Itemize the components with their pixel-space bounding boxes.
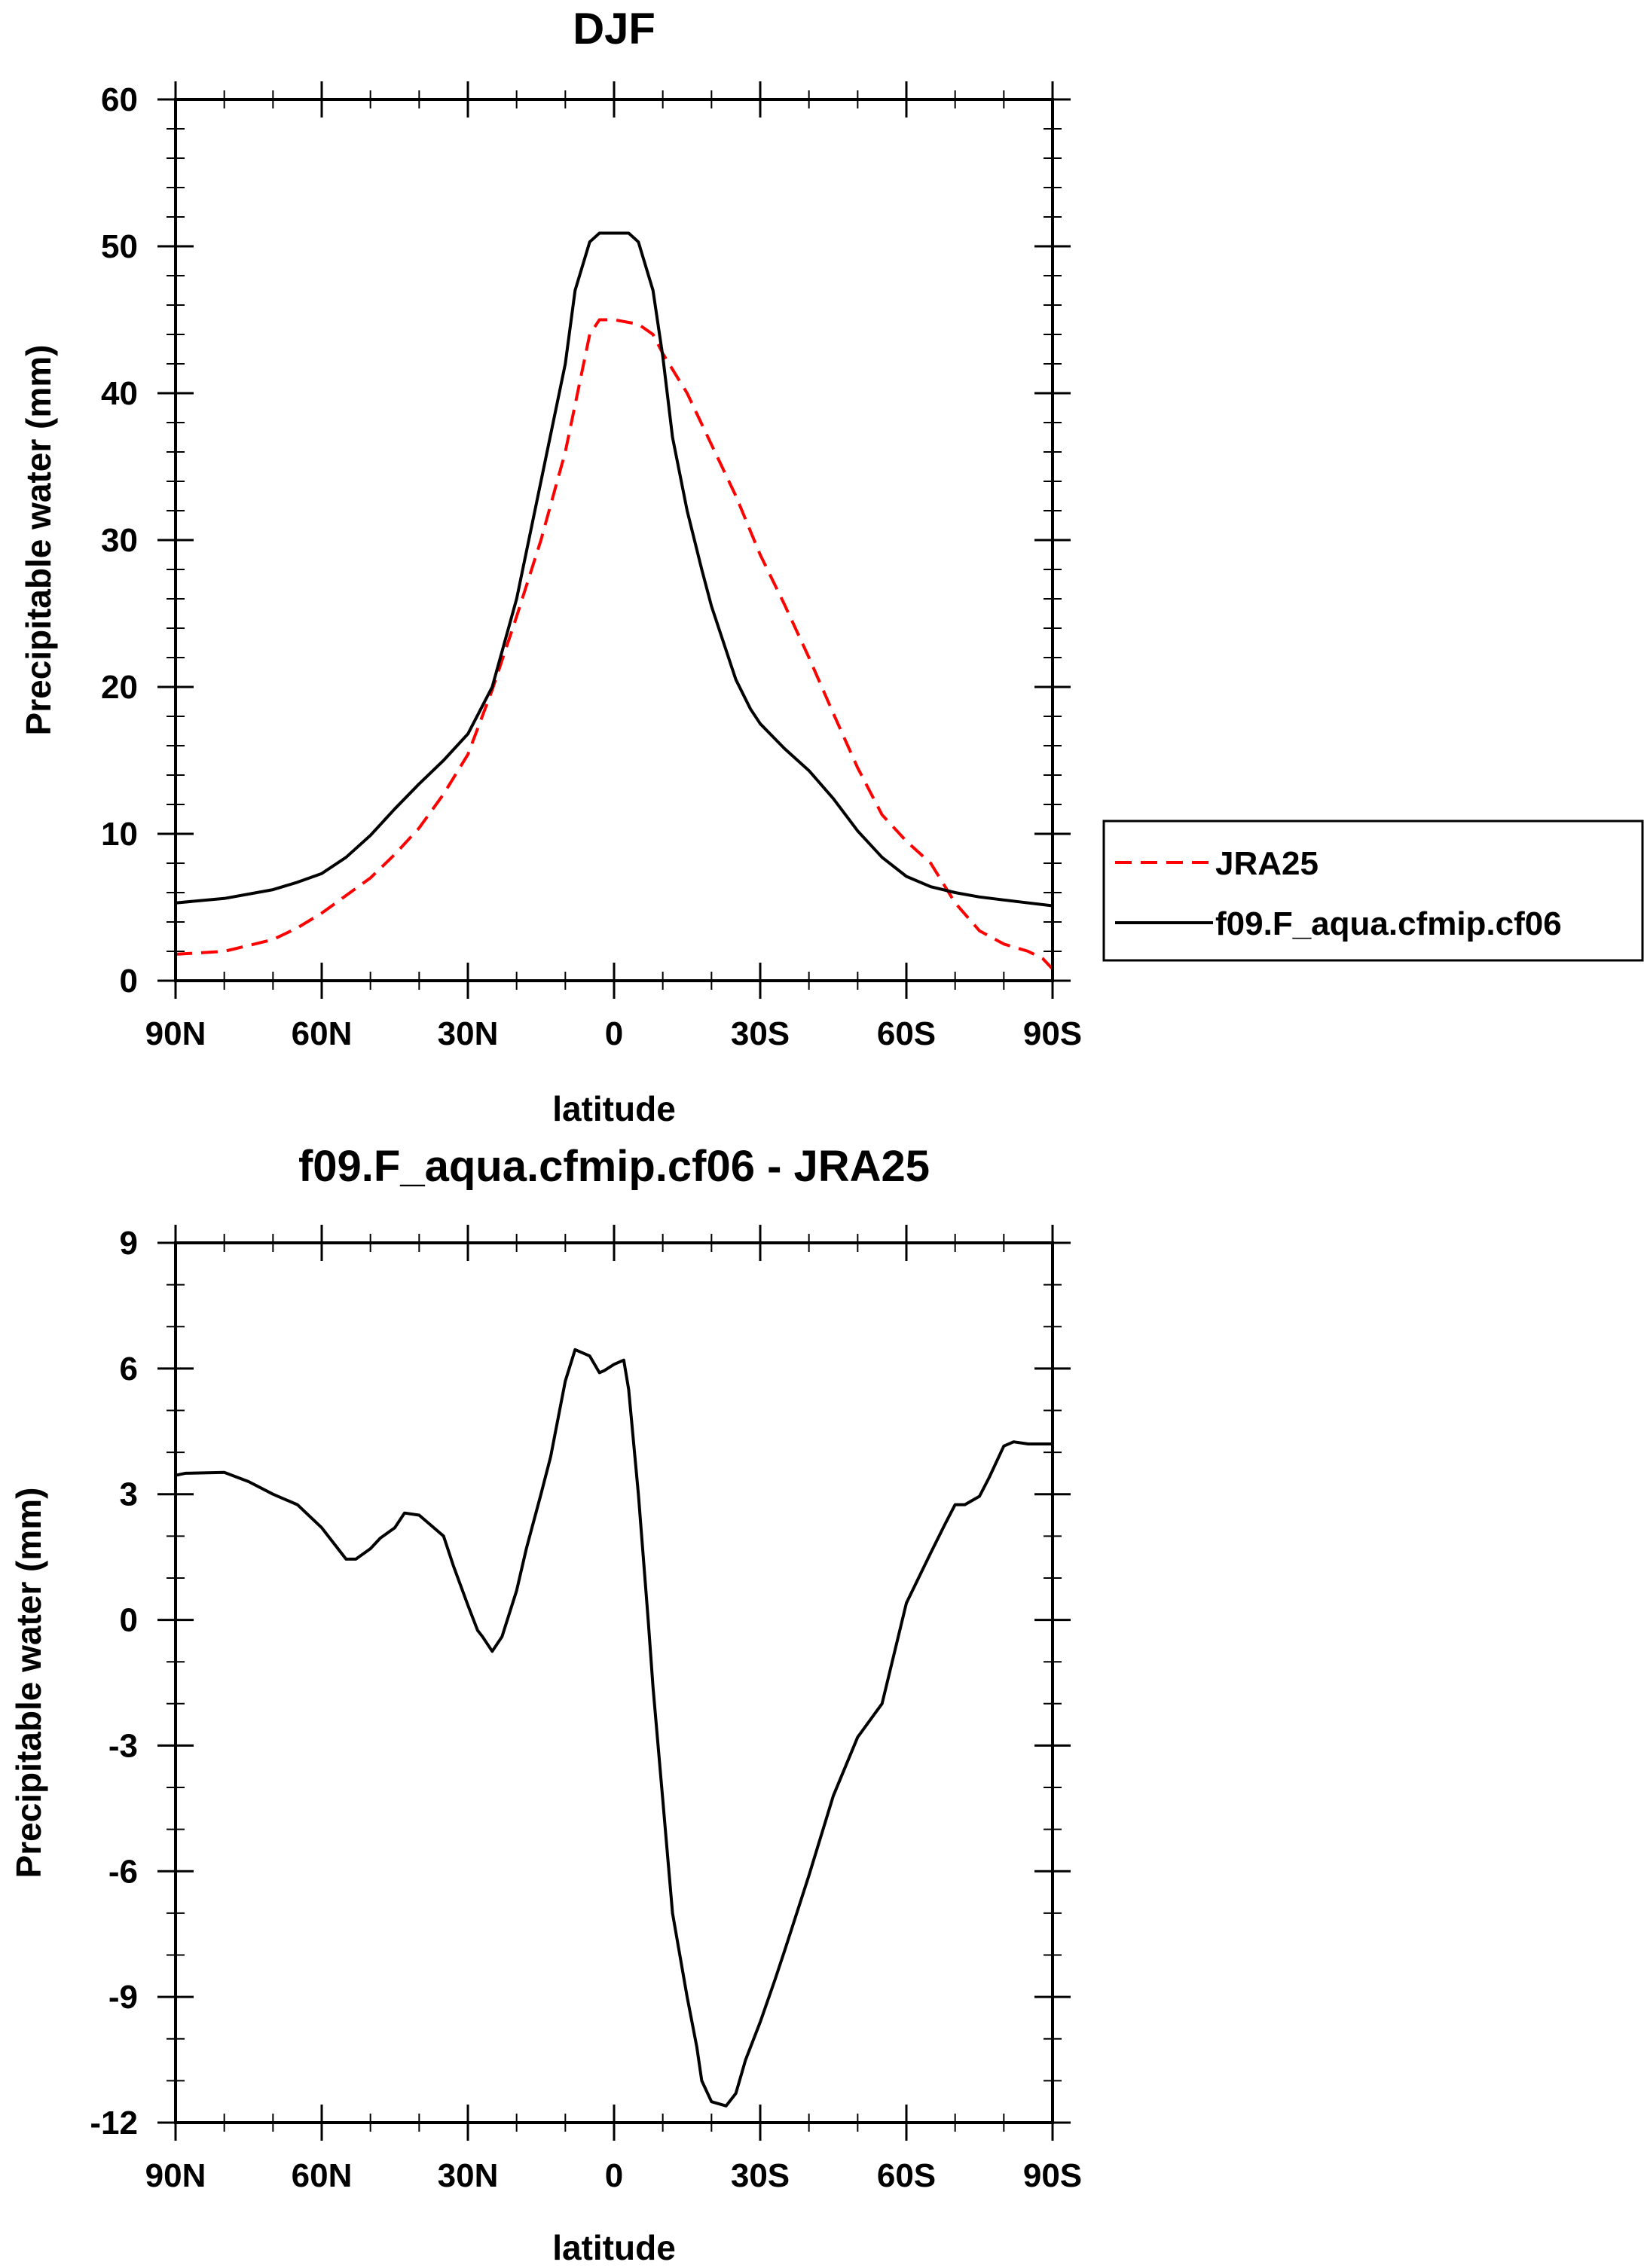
x-tick-label: 0 bbox=[605, 2157, 623, 2194]
y-axis-label: Precipitable water (mm) bbox=[19, 345, 58, 736]
chart-panel-djf: DJF latitude Precipitable water (mm) 90N… bbox=[19, 5, 1644, 1128]
x-tick-labels: 90N 60N 30N 0 30S 60S 90S bbox=[145, 1015, 1083, 1052]
axis-ticks bbox=[157, 1225, 1071, 2141]
y-tick-label: -9 bbox=[108, 1979, 138, 2016]
legend-box bbox=[1102, 820, 1644, 962]
legend: JRA25 f09.F_aqua.cfmip.cf06 bbox=[1102, 820, 1644, 962]
y-tick-label: -6 bbox=[108, 1853, 138, 1890]
y-tick-label: -12 bbox=[90, 2105, 138, 2141]
x-tick-label: 0 bbox=[605, 1015, 623, 1052]
y-tick-labels: 0 10 20 30 40 50 60 bbox=[101, 81, 138, 1000]
y-tick-label: 3 bbox=[120, 1476, 138, 1513]
y-tick-labels: -12 -9 -6 -3 0 3 6 9 bbox=[90, 1225, 138, 2141]
y-tick-label: 6 bbox=[120, 1351, 138, 1387]
y-tick-label: -3 bbox=[108, 1727, 138, 1764]
chart-title: DJF bbox=[573, 5, 655, 53]
x-tick-label: 30S bbox=[731, 1015, 790, 1052]
x-tick-label: 90S bbox=[1023, 1015, 1082, 1052]
y-tick-label: 60 bbox=[101, 81, 138, 118]
y-tick-label: 9 bbox=[120, 1225, 138, 1262]
y-tick-label: 50 bbox=[101, 228, 138, 265]
y-tick-label: 0 bbox=[120, 1602, 138, 1639]
y-tick-label: 40 bbox=[101, 375, 138, 412]
x-tick-label: 90S bbox=[1023, 2157, 1082, 2194]
axis-ticks bbox=[157, 81, 1071, 999]
y-tick-label: 30 bbox=[101, 522, 138, 559]
x-tick-label: 90N bbox=[145, 1015, 206, 1052]
y-tick-label: 20 bbox=[101, 669, 138, 706]
x-tick-label: 30S bbox=[731, 2157, 790, 2194]
series-lines bbox=[175, 1348, 1053, 2108]
x-tick-label: 90N bbox=[145, 2157, 206, 2194]
x-tick-label: 60S bbox=[877, 1015, 936, 1052]
x-tick-label: 30N bbox=[438, 1015, 499, 1052]
series-line-1 bbox=[175, 231, 1053, 908]
y-tick-label: 10 bbox=[101, 816, 138, 853]
legend-label-jra25: JRA25 bbox=[1215, 845, 1319, 882]
plot-frame bbox=[174, 1241, 1054, 2124]
x-axis-label: latitude bbox=[552, 2228, 676, 2267]
x-tick-labels: 90N 60N 30N 0 30S 60S 90S bbox=[145, 2157, 1083, 2194]
chart-panel-difference: f09.F_aqua.cfmip.cf06 - JRA25 latitude P… bbox=[9, 1142, 1082, 2267]
series-line-0 bbox=[175, 318, 1054, 970]
chart-title: f09.F_aqua.cfmip.cf06 - JRA25 bbox=[298, 1142, 930, 1191]
plot-frame bbox=[174, 98, 1054, 982]
series-line-0 bbox=[175, 1348, 1053, 2108]
x-tick-label: 60S bbox=[877, 2157, 936, 2194]
x-tick-label: 60N bbox=[292, 2157, 353, 2194]
y-tick-label: 0 bbox=[120, 963, 138, 1000]
x-tick-label: 60N bbox=[292, 1015, 353, 1052]
x-axis-label: latitude bbox=[552, 1089, 676, 1128]
y-axis-label: Precipitable water (mm) bbox=[9, 1488, 48, 1879]
x-tick-label: 30N bbox=[438, 2157, 499, 2194]
legend-label-model: f09.F_aqua.cfmip.cf06 bbox=[1215, 905, 1562, 942]
series-lines bbox=[175, 231, 1054, 970]
